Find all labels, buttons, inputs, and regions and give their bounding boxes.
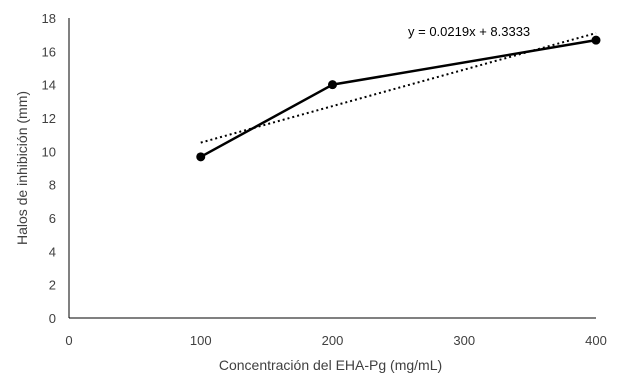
x-tick-label: 400 xyxy=(585,333,607,348)
data-point xyxy=(591,35,601,45)
x-axis-title: Concentración del EHA-Pg (mg/mL) xyxy=(219,357,442,373)
y-tick-label: 12 xyxy=(42,111,56,126)
data-point xyxy=(196,152,206,162)
x-tick-label: 100 xyxy=(190,333,212,348)
y-axis-title: Halos de inhibición (mm) xyxy=(14,91,30,245)
y-tick-label: 18 xyxy=(42,11,56,26)
trendline-equation: y = 0.0219x + 8.3333 xyxy=(408,24,530,39)
y-tick-label: 16 xyxy=(42,44,56,59)
series-group xyxy=(196,35,601,162)
x-tick-labels: 0 100 200 300 400 xyxy=(65,333,606,348)
x-tick-label: 200 xyxy=(322,333,344,348)
y-tick-labels: 0 2 4 6 8 10 12 14 16 18 xyxy=(42,11,56,326)
y-tick-label: 2 xyxy=(49,278,56,293)
y-tick-label: 14 xyxy=(42,78,56,93)
data-point xyxy=(328,80,337,90)
y-tick-label: 0 xyxy=(49,311,56,326)
y-tick-label: 10 xyxy=(42,144,56,159)
y-tick-label: 6 xyxy=(49,211,56,226)
x-tick-label: 300 xyxy=(453,333,475,348)
y-tick-label: 4 xyxy=(49,244,56,259)
y-tick-label: 8 xyxy=(49,178,56,193)
x-tick-label: 0 xyxy=(65,333,72,348)
series-line xyxy=(200,38,597,158)
axes xyxy=(68,18,596,319)
